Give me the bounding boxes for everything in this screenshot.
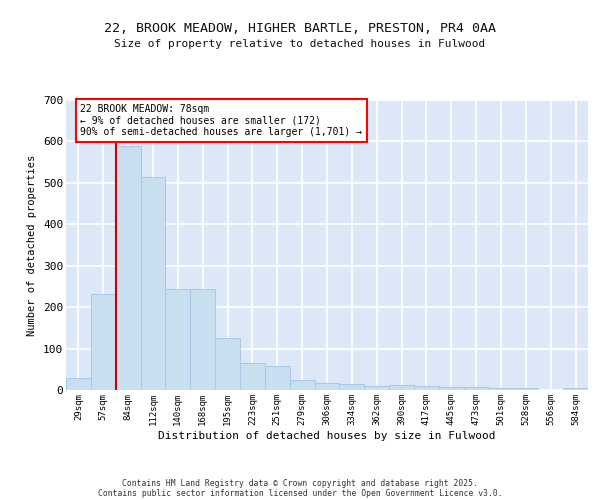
Bar	[215, 338, 240, 390]
Bar	[240, 363, 265, 390]
Bar	[514, 388, 538, 390]
Y-axis label: Number of detached properties: Number of detached properties	[28, 154, 37, 336]
Bar	[439, 387, 464, 390]
Bar	[314, 382, 340, 390]
Bar	[464, 387, 488, 390]
Bar	[166, 288, 190, 390]
Bar	[265, 366, 290, 390]
Bar	[488, 388, 514, 390]
Text: Contains public sector information licensed under the Open Government Licence v3: Contains public sector information licen…	[98, 488, 502, 498]
Text: 22, BROOK MEADOW, HIGHER BARTLE, PRESTON, PR4 0AA: 22, BROOK MEADOW, HIGHER BARTLE, PRESTON…	[104, 22, 496, 36]
Bar	[340, 384, 364, 390]
Bar	[563, 388, 588, 390]
Bar	[140, 176, 166, 390]
Bar	[364, 386, 389, 390]
Bar	[190, 290, 215, 390]
Text: Contains HM Land Registry data © Crown copyright and database right 2025.: Contains HM Land Registry data © Crown c…	[122, 478, 478, 488]
Bar	[389, 385, 414, 390]
Bar	[91, 294, 116, 390]
Bar	[414, 386, 439, 390]
Bar	[116, 146, 140, 390]
Bar	[290, 380, 314, 390]
Text: Size of property relative to detached houses in Fulwood: Size of property relative to detached ho…	[115, 39, 485, 49]
X-axis label: Distribution of detached houses by size in Fulwood: Distribution of detached houses by size …	[158, 430, 496, 440]
Text: 22 BROOK MEADOW: 78sqm
← 9% of detached houses are smaller (172)
90% of semi-det: 22 BROOK MEADOW: 78sqm ← 9% of detached …	[80, 104, 362, 138]
Bar	[66, 378, 91, 390]
